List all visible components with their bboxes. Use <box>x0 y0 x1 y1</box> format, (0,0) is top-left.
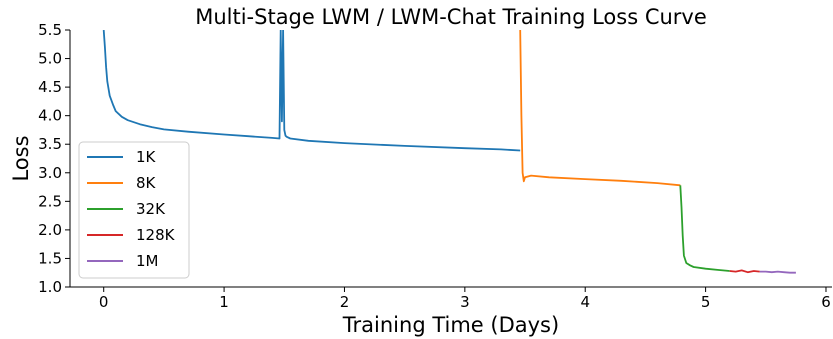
x-axis-label: Training Time (Days) <box>342 313 559 337</box>
y-tick-label: 3.0 <box>38 164 62 182</box>
ticks: 0 1 2 3 4 5 6 1.0 1.5 2.0 2.5 3.0 3.5 4.0 4.5 5.0 5.5 <box>38 21 831 311</box>
plot-area <box>102 30 796 274</box>
legend-label-1k: 1K <box>136 148 157 166</box>
series-line-32k <box>679 185 730 272</box>
x-tick-label: 0 <box>99 293 109 311</box>
y-tick-label: 2.0 <box>38 221 62 239</box>
y-tick-label: 5.5 <box>38 21 62 39</box>
axes <box>69 30 832 288</box>
y-tick-label: 4.5 <box>38 78 62 96</box>
legend-label-1m: 1M <box>136 252 159 270</box>
y-tick-label: 3.5 <box>38 135 62 153</box>
legend: 1K 8K 32K 128K 1M <box>78 141 190 279</box>
series-line-1m <box>759 270 796 274</box>
legend-label-128k: 128K <box>136 226 176 244</box>
y-tick-label: 4.0 <box>38 107 62 125</box>
x-tick-label: 6 <box>821 293 831 311</box>
y-tick-label: 1.5 <box>38 249 62 267</box>
x-tick-label: 1 <box>219 293 229 311</box>
x-tick-label: 5 <box>701 293 711 311</box>
x-tick-label: 3 <box>460 293 470 311</box>
y-tick-label: 2.5 <box>38 192 62 210</box>
series-line-8k <box>519 30 681 187</box>
x-tick-label: 2 <box>340 293 350 311</box>
y-axis-label: Loss <box>9 135 33 181</box>
x-tick-label: 4 <box>580 293 590 311</box>
chart-title: Multi-Stage LWM / LWM-Chat Training Loss… <box>195 5 707 29</box>
legend-box <box>78 141 190 279</box>
y-tick-label: 5.0 <box>38 50 62 68</box>
y-tick-label: 1.0 <box>38 278 62 296</box>
series-line-1k <box>102 30 521 152</box>
legend-label-32k: 32K <box>136 200 166 218</box>
series-line-128k <box>729 269 760 274</box>
legend-label-8k: 8K <box>136 174 157 192</box>
